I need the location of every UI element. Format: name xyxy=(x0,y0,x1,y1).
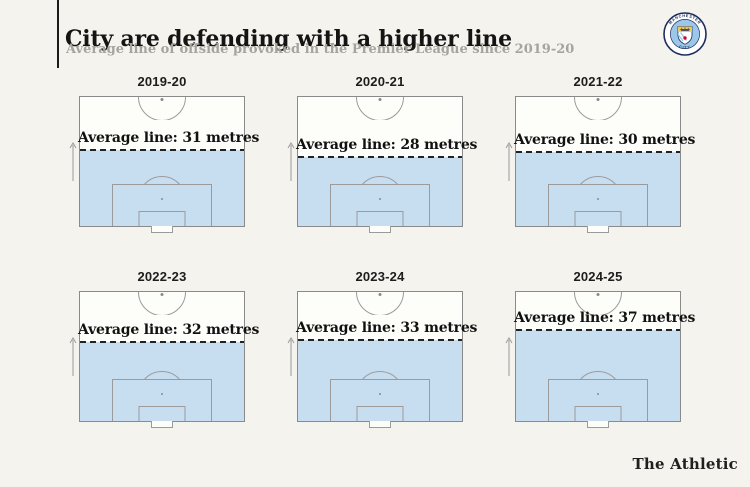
season-card: 2020-21 Average line: 28 metres xyxy=(287,74,478,233)
kickoff-spot xyxy=(596,98,600,101)
pitch-diagram: Average line: 30 metres xyxy=(505,96,696,233)
penalty-spot xyxy=(161,198,163,200)
penalty-arc-clip xyxy=(137,371,187,380)
average-line-label: Average line: 31 metres xyxy=(78,129,260,146)
average-line-label: Average line: 33 metres xyxy=(296,319,478,336)
svg-text:CITY: CITY xyxy=(678,44,691,50)
penalty-arc-clip xyxy=(355,371,405,380)
up-arrow-icon xyxy=(505,337,513,376)
up-arrow-icon xyxy=(69,337,77,376)
season-label: 2024-25 xyxy=(573,269,623,284)
penalty-arc xyxy=(138,371,186,380)
average-line xyxy=(298,156,462,159)
season-label: 2020-21 xyxy=(355,74,405,89)
center-circle-clip xyxy=(573,97,623,120)
season-label: 2021-22 xyxy=(573,74,623,89)
six-yard-box xyxy=(356,211,404,226)
penalty-spot xyxy=(597,198,599,200)
accent-bar xyxy=(57,0,59,68)
shaded-region xyxy=(298,157,462,226)
shaded-region xyxy=(80,149,244,226)
penalty-spot xyxy=(597,393,599,395)
average-line-label: Average line: 28 metres xyxy=(296,137,478,154)
pitch-diagram: Average line: 37 metres xyxy=(505,291,696,428)
up-arrow-icon xyxy=(287,337,295,376)
the-athletic-wordmark: The Athletic xyxy=(632,455,738,473)
up-arrow-icon xyxy=(505,142,513,181)
penalty-arc-clip xyxy=(573,176,623,185)
goal xyxy=(151,226,173,233)
penalty-spot xyxy=(161,393,163,395)
season-label: 2022-23 xyxy=(137,269,187,284)
average-line xyxy=(80,341,244,344)
pitch-diagram: Average line: 28 metres xyxy=(287,96,478,233)
penalty-arc-clip xyxy=(355,176,405,185)
penalty-spot xyxy=(379,393,381,395)
up-arrow-icon xyxy=(69,142,77,181)
six-yard-box xyxy=(574,406,622,421)
pitch-diagram: Average line: 32 metres xyxy=(69,291,260,428)
center-circle-clip xyxy=(137,97,187,120)
six-yard-box xyxy=(138,406,186,421)
center-circle-clip xyxy=(137,292,187,315)
six-yard-box xyxy=(574,211,622,226)
penalty-arc xyxy=(138,176,186,185)
pitch-grid: 2019-20 Average line: 31 metres 2020-21 … xyxy=(69,74,696,428)
penalty-arc xyxy=(574,176,622,185)
season-label: 2023-24 xyxy=(355,269,405,284)
kickoff-spot xyxy=(378,293,382,296)
average-line-label: Average line: 30 metres xyxy=(514,132,696,149)
goal xyxy=(587,226,609,233)
penalty-arc-clip xyxy=(573,371,623,380)
kickoff-spot xyxy=(596,293,600,296)
kickoff-spot xyxy=(160,98,164,101)
center-circle-clip xyxy=(573,292,623,315)
center-circle-clip xyxy=(355,292,405,315)
penalty-arc xyxy=(356,371,404,380)
six-yard-box xyxy=(356,406,404,421)
kickoff-spot xyxy=(160,293,164,296)
season-card: 2022-23 Average line: 32 metres xyxy=(69,269,260,428)
goal xyxy=(151,421,173,428)
kickoff-spot xyxy=(378,98,382,101)
page-title: City are defending with a higher line xyxy=(65,25,512,52)
penalty-spot xyxy=(379,198,381,200)
season-label: 2019-20 xyxy=(137,74,187,89)
average-line xyxy=(80,148,244,151)
center-circle-clip xyxy=(355,97,405,120)
goal xyxy=(587,421,609,428)
season-card: 2024-25 Average line: 37 metres xyxy=(505,269,696,428)
six-yard-box xyxy=(138,211,186,226)
average-line-label: Average line: 32 metres xyxy=(78,322,260,339)
pitch-diagram: Average line: 33 metres xyxy=(287,291,478,428)
up-arrow-icon xyxy=(287,142,295,181)
shaded-region xyxy=(80,342,244,421)
penalty-arc xyxy=(356,176,404,185)
goal xyxy=(369,226,391,233)
penalty-arc-clip xyxy=(137,176,187,185)
season-card: 2023-24 Average line: 33 metres xyxy=(287,269,478,428)
average-line xyxy=(516,329,680,332)
manchester-city-badge-icon: MANCHESTER CITY xyxy=(663,12,707,56)
average-line xyxy=(298,338,462,341)
goal xyxy=(369,421,391,428)
pitch-diagram: Average line: 31 metres xyxy=(69,96,260,233)
average-line xyxy=(516,151,680,154)
shaded-region xyxy=(298,339,462,421)
average-line-label: Average line: 37 metres xyxy=(514,310,696,327)
penalty-arc xyxy=(574,371,622,380)
season-card: 2021-22 Average line: 30 metres xyxy=(505,74,696,233)
season-card: 2019-20 Average line: 31 metres xyxy=(69,74,260,233)
page-subtitle: Average line of offside provoked in the … xyxy=(66,42,575,57)
shaded-region xyxy=(516,152,680,226)
